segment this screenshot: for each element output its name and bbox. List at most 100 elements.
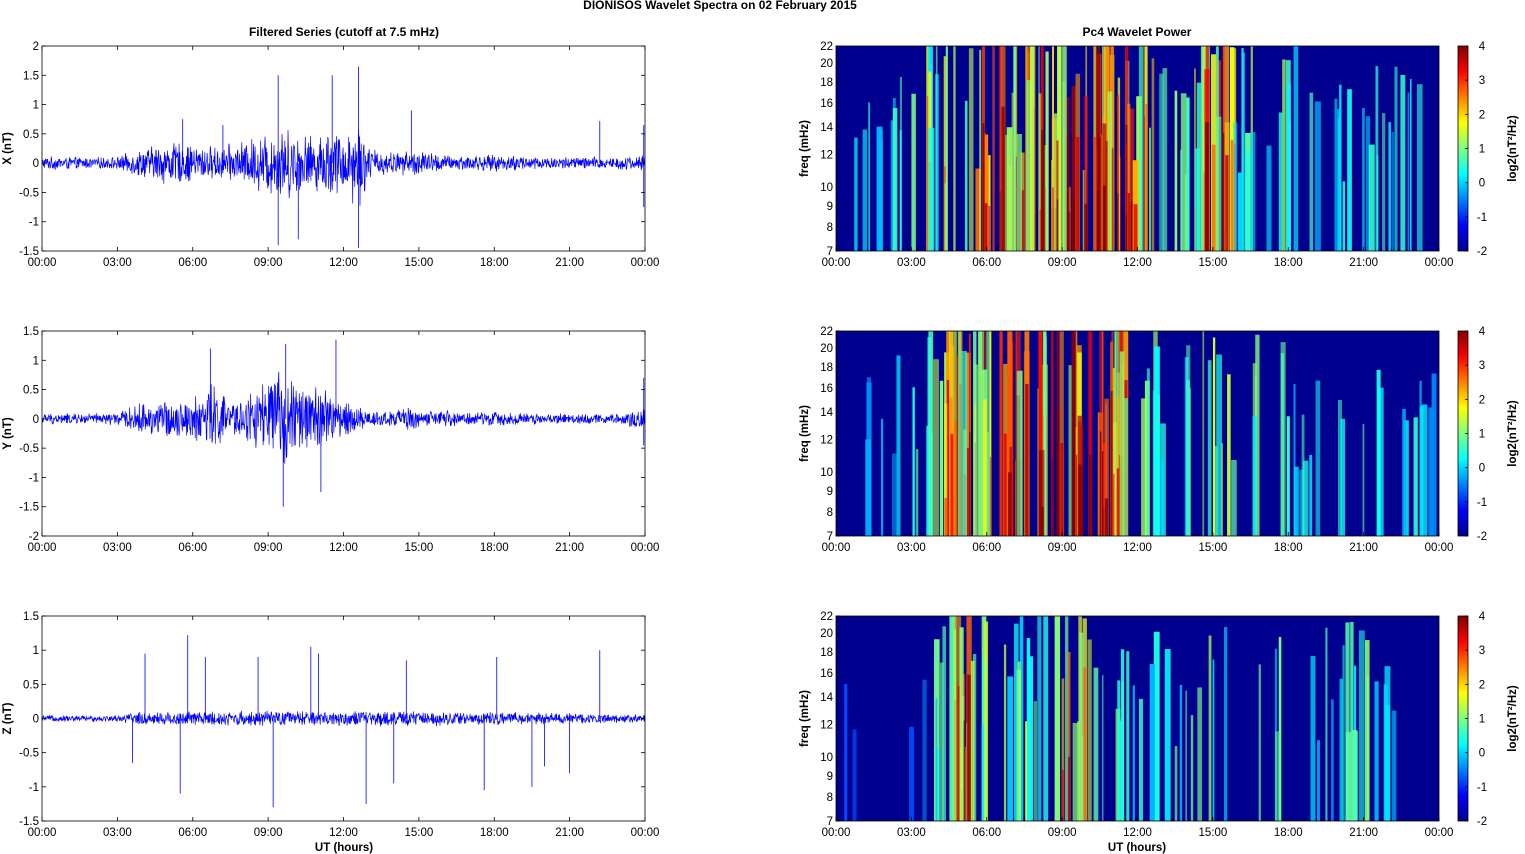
power-streak <box>1309 454 1313 536</box>
power-streak <box>1375 66 1379 252</box>
y-tick-label: 12 <box>820 150 833 162</box>
y-tick-label: 10 <box>820 182 833 194</box>
x-tick-label: 00:00 <box>822 542 851 554</box>
y-tick-label: 10 <box>820 467 833 479</box>
y-tick-label: 8 <box>827 222 833 234</box>
y-tick-label: 22 <box>820 326 833 338</box>
power-core <box>1072 198 1076 251</box>
power-streak <box>862 129 868 251</box>
power-streak <box>1071 331 1077 536</box>
power-streak <box>973 364 979 536</box>
x-tick-label: 21:00 <box>1349 257 1378 269</box>
power-streak <box>1112 368 1115 536</box>
power-streak <box>933 359 939 536</box>
power-streak <box>1388 122 1391 251</box>
right-column-title: Pc4 Wavelet Power <box>1083 25 1192 39</box>
power-core <box>957 686 961 821</box>
power-streak <box>1053 113 1058 251</box>
x-tick-label: 15:00 <box>404 542 433 554</box>
y-tick-label: 18 <box>820 77 833 89</box>
power-streak <box>964 100 968 252</box>
power-core <box>1060 443 1064 536</box>
power-streak <box>943 56 947 251</box>
power-streak <box>1337 400 1342 536</box>
power-core <box>1102 451 1104 536</box>
y-tick-label: 0 <box>33 414 39 426</box>
x-tick-label: 00:00 <box>822 827 851 839</box>
y-tick-label: 1 <box>33 645 39 657</box>
colorbar-tick-label: 2 <box>1479 109 1485 121</box>
colorbar-tick-label: 3 <box>1479 645 1485 657</box>
power-core <box>1127 193 1130 251</box>
colorbar-label: log2(nT²/Hz) <box>1507 400 1519 467</box>
power-core <box>1205 122 1209 252</box>
power-core <box>953 421 957 536</box>
x-tick-label: 21:00 <box>1349 827 1378 839</box>
power-streak <box>1062 46 1067 251</box>
power-core <box>1052 187 1054 251</box>
power-streak <box>1056 140 1059 251</box>
power-streak <box>892 453 897 536</box>
power-streak <box>896 355 901 536</box>
power-streak <box>1352 730 1358 821</box>
x-tick-label: 12:00 <box>329 827 358 839</box>
timeseries-panel-z: 1.5 1 0.5 0 -0.5 -1 -1.5 Z (nT) 00:00 03:00 06:00 0… <box>2 611 659 839</box>
y-tick-label: 0 <box>33 714 39 726</box>
power-core <box>1001 106 1005 251</box>
power-streak <box>1057 46 1062 251</box>
power-streak <box>1009 446 1012 536</box>
power-streak <box>1101 674 1104 821</box>
x-tick-label: 12:00 <box>329 257 358 269</box>
x-tick-label: 03:00 <box>103 257 132 269</box>
power-streak <box>1201 46 1207 251</box>
x-tick-label: 09:00 <box>1048 542 1077 554</box>
power-streak <box>939 380 944 536</box>
power-streak <box>922 679 927 821</box>
y-tick-label: 16 <box>820 98 833 110</box>
power-streak <box>1233 122 1238 251</box>
power-streak <box>1138 698 1143 821</box>
power-streak <box>1126 651 1130 821</box>
colorbar-tick-label: 4 <box>1479 41 1486 53</box>
power-streak <box>1096 46 1101 251</box>
colorbar-label: log2(nT²/Hz) <box>1507 685 1519 752</box>
x-tick-label: 18:00 <box>480 827 509 839</box>
power-streak <box>1038 93 1043 251</box>
power-streak <box>1026 80 1032 252</box>
power-streak <box>965 352 971 536</box>
power-streak <box>1179 684 1183 821</box>
colorbar-tick-label: -1 <box>1477 212 1487 224</box>
x-tick-label: 00:00 <box>631 542 660 554</box>
power-streak <box>1368 144 1375 251</box>
y-axis-label: X (nT) <box>2 132 14 165</box>
x-tick-label: 21:00 <box>1349 542 1378 554</box>
power-streak <box>1252 416 1257 536</box>
timeseries-panel-x: 2 1.5 1 0.5 0 -0.5 -1 -1.5 X (nT) 00:00 03:00 06:00… <box>2 41 659 269</box>
power-streak <box>1337 108 1340 252</box>
power-streak <box>1075 331 1078 536</box>
power-core <box>1021 190 1024 251</box>
power-streak <box>1224 46 1230 251</box>
power-streak <box>1054 616 1061 821</box>
y-tick-label: -1.5 <box>19 246 39 258</box>
power-streak <box>1059 331 1064 536</box>
power-streak <box>1025 721 1028 821</box>
power-streak <box>1377 387 1384 536</box>
power-streak <box>975 168 981 251</box>
power-streak <box>935 698 938 821</box>
power-streak <box>1083 96 1089 251</box>
power-streak <box>1345 622 1350 821</box>
colorbar-tick-label: 4 <box>1479 611 1486 623</box>
power-streak <box>1224 627 1228 821</box>
power-streak <box>1153 631 1160 821</box>
power-streak <box>1190 715 1194 821</box>
power-streak <box>1208 635 1212 821</box>
power-core <box>1040 506 1044 536</box>
colorbar-tick-label: -2 <box>1477 816 1487 828</box>
power-streak <box>961 350 968 536</box>
y-tick-label: 1 <box>33 355 39 367</box>
x-tick-label: 12:00 <box>1123 827 1152 839</box>
power-streak <box>899 130 902 251</box>
power-streak <box>936 747 939 821</box>
